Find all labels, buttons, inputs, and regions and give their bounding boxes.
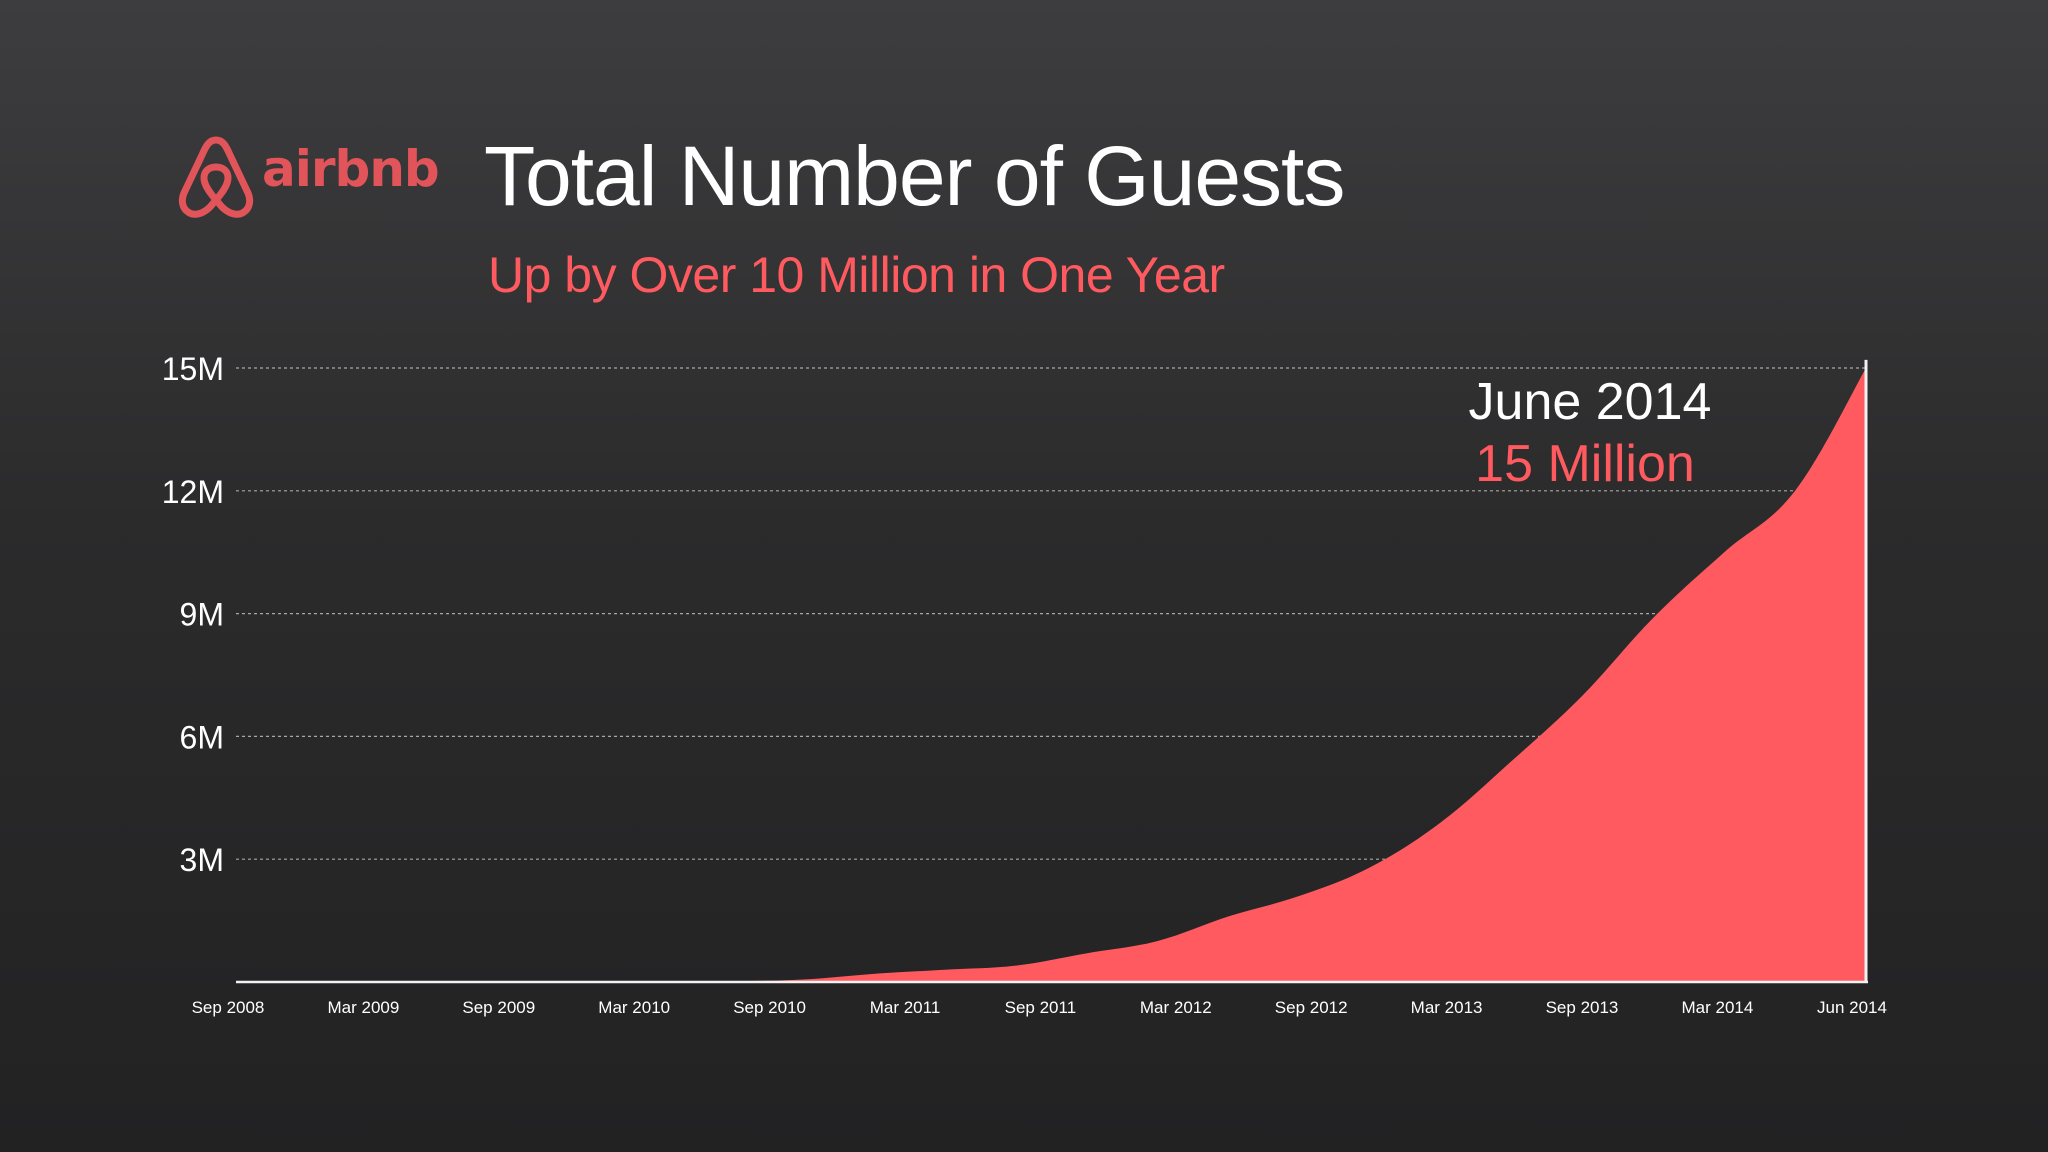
x-tick-label: Sep 2012: [1275, 998, 1348, 1017]
x-tick-label: Mar 2013: [1411, 998, 1483, 1017]
y-tick-label: 12M: [162, 474, 224, 510]
x-tick-label: Mar 2010: [598, 998, 670, 1017]
x-tick-label: Mar 2012: [1140, 998, 1212, 1017]
x-tick-label: Sep 2013: [1546, 998, 1619, 1017]
annotation-value: 15 Million: [1475, 435, 1695, 493]
x-tick-label: Sep 2011: [1005, 998, 1077, 1017]
airbnb-logo: airbnb: [176, 136, 440, 226]
chart-subtitle: Up by Over 10 Million in One Year: [488, 247, 1225, 303]
y-tick-label: 15M: [162, 351, 224, 387]
x-tick-label: Mar 2011: [870, 998, 941, 1017]
y-tick-label: 3M: [180, 842, 224, 878]
x-tick-label: Sep 2009: [462, 998, 535, 1017]
airbnb-belo-icon: [178, 136, 254, 218]
y-tick-label: 6M: [180, 719, 224, 755]
annotation-date: June 2014: [1468, 373, 1712, 431]
series-area-total-guests: [236, 368, 1866, 982]
x-tick-label: Jun 2014: [1817, 998, 1887, 1017]
chart-title: Total Number of Guests: [484, 129, 1345, 223]
x-tick-label: Sep 2010: [733, 998, 806, 1017]
x-tick-label: Mar 2009: [327, 998, 399, 1017]
y-tick-label: 9M: [180, 597, 224, 633]
x-tick-label: Sep 2008: [192, 998, 265, 1017]
airbnb-wordmark: airbnb: [262, 140, 440, 198]
x-tick-label: Mar 2014: [1681, 998, 1753, 1017]
